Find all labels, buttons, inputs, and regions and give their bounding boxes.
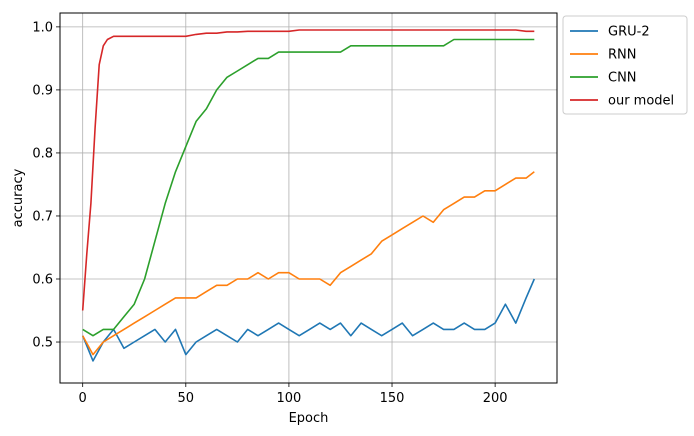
x-tick-label: 150 bbox=[380, 391, 405, 406]
y-tick-label: 1.0 bbox=[32, 20, 53, 35]
legend-box bbox=[562, 15, 688, 115]
axis-ticks: 0 50 100 150 200 0.5 0.6 0.7 0.8 0.9 1.0 bbox=[32, 20, 507, 406]
legend-label: GRU-2 bbox=[608, 25, 650, 40]
series-line-1 bbox=[81, 171, 535, 356]
y-axis-label: accuracy bbox=[11, 168, 26, 227]
series-line-0 bbox=[81, 278, 536, 362]
series-line-2 bbox=[82, 38, 535, 337]
legend-label: RNN bbox=[608, 48, 636, 63]
legend: GRU-2 RNN CNN our model bbox=[562, 15, 688, 115]
y-tick-label: 0.7 bbox=[32, 209, 53, 224]
legend-label: CNN bbox=[608, 71, 637, 86]
series-lines bbox=[81, 29, 536, 362]
series-line-3 bbox=[81, 29, 535, 311]
x-tick-label: 50 bbox=[178, 391, 195, 406]
y-tick-label: 0.5 bbox=[32, 336, 53, 351]
legend-label: our model bbox=[608, 94, 674, 109]
grid bbox=[60, 13, 557, 383]
x-tick-label: 200 bbox=[483, 391, 508, 406]
plot-frame bbox=[59, 12, 558, 384]
x-axis-label: Epoch bbox=[289, 411, 329, 426]
y-tick-label: 0.8 bbox=[32, 146, 53, 161]
x-tick-label: 100 bbox=[276, 391, 301, 406]
y-tick-label: 0.6 bbox=[32, 272, 53, 287]
y-tick-label: 0.9 bbox=[32, 83, 53, 98]
x-tick-label: 0 bbox=[79, 391, 87, 406]
